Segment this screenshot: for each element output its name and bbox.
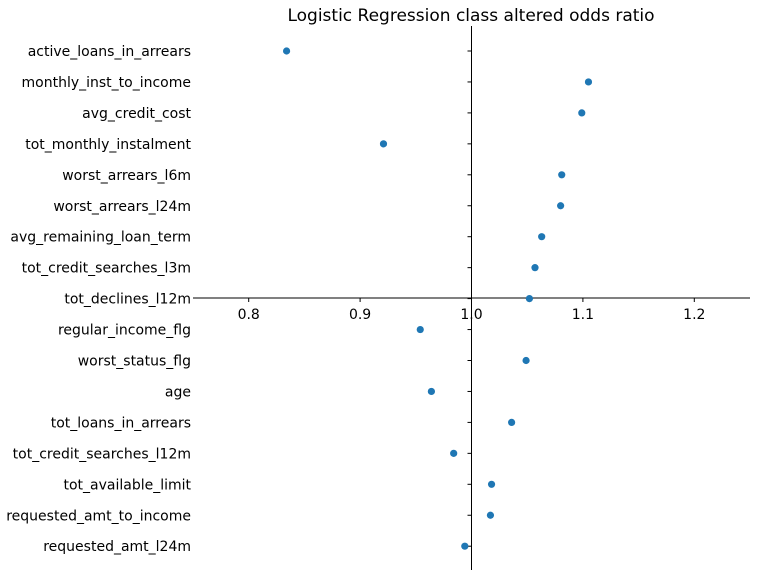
- y-tick-label: requested_amt_l24m: [43, 539, 191, 555]
- data-point: [508, 418, 516, 426]
- data-point: [450, 449, 458, 457]
- data-point: [486, 511, 495, 519]
- data-point: [558, 171, 566, 179]
- data-point: [578, 109, 586, 117]
- y-tick-label: requested_amt_to_income: [6, 508, 191, 524]
- data-point: [584, 78, 593, 86]
- data-point: [379, 140, 388, 148]
- x-tick-label: 1.1: [572, 307, 594, 323]
- data-point: [282, 47, 291, 55]
- data-points: [282, 47, 593, 550]
- y-tick-label: worst_status_flg: [78, 354, 191, 370]
- y-tick-label: monthly_inst_to_income: [22, 75, 192, 91]
- data-point: [427, 387, 435, 396]
- x-ticks: 0.8 0.9 1.0 1.1 1.2: [238, 298, 705, 323]
- data-point: [531, 264, 539, 272]
- x-tick-label: 0.8: [238, 307, 260, 323]
- x-tick-label: 0.9: [349, 307, 371, 323]
- y-tick-label: tot_available_limit: [63, 477, 191, 493]
- y-tick-label: active_loans_in_arrears: [28, 44, 191, 60]
- y-tick-label: avg_credit_cost: [82, 106, 191, 122]
- y-tick-label: age: [165, 384, 191, 400]
- data-point: [416, 325, 424, 334]
- y-tick-label: avg_remaining_loan_term: [10, 230, 191, 246]
- data-point: [525, 295, 534, 303]
- data-point: [557, 202, 565, 210]
- y-tick-label: worst_arrears_l6m: [62, 168, 191, 184]
- y-tick-label: tot_loans_in_arrears: [51, 415, 191, 431]
- y-tick-label: worst_arrears_l24m: [53, 199, 191, 215]
- y-tick-label: tot_monthly_instalment: [25, 137, 191, 153]
- data-point: [522, 356, 530, 365]
- y-tick-label: tot_credit_searches_l12m: [13, 446, 191, 462]
- y-tick-label: regular_income_flg: [58, 323, 191, 339]
- x-tick-label: 1.0: [460, 307, 482, 323]
- chart-title: Logistic Regression class altered odds r…: [287, 6, 654, 26]
- data-point: [538, 233, 546, 241]
- y-tick-label: tot_credit_searches_l3m: [22, 261, 191, 277]
- data-point: [487, 480, 496, 488]
- y-tick-label: tot_declines_l12m: [64, 292, 191, 308]
- y-tick-labels: active_loans_in_arrears monthly_inst_to_i…: [6, 44, 191, 555]
- y-ticks: [467, 50, 472, 547]
- x-tick-label: 1.2: [683, 307, 705, 323]
- data-point: [461, 542, 469, 550]
